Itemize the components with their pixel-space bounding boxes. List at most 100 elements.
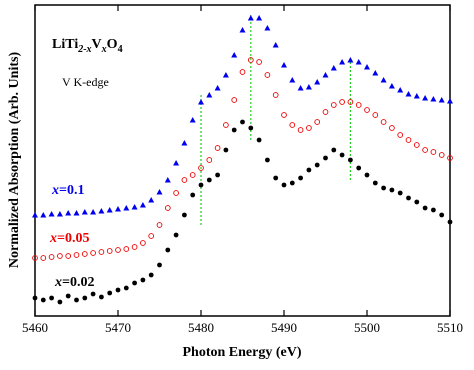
marker [348, 157, 353, 163]
marker [256, 59, 262, 65]
marker [330, 102, 337, 108]
x-tick-label: 5460 [22, 320, 48, 335]
series-label: x=0.02 [54, 275, 94, 290]
marker [281, 182, 287, 188]
marker [156, 222, 163, 228]
marker [215, 172, 221, 178]
marker [272, 42, 279, 48]
marker [156, 189, 163, 195]
formula-part: 2-x [77, 44, 91, 55]
marker [90, 291, 96, 297]
marker [198, 182, 204, 188]
marker [439, 212, 445, 218]
marker [148, 197, 155, 203]
marker [305, 84, 312, 90]
marker [355, 59, 362, 65]
marker [247, 15, 254, 21]
marker [422, 95, 429, 101]
marker [73, 252, 80, 258]
marker [123, 205, 130, 211]
formula-part: O [107, 37, 118, 52]
marker [107, 290, 113, 296]
marker [32, 295, 38, 301]
marker [405, 91, 412, 97]
marker [297, 127, 304, 133]
marker [90, 209, 97, 215]
x-tick-label: 5500 [354, 320, 380, 335]
marker [181, 177, 188, 183]
marker [98, 208, 105, 214]
marker [206, 177, 212, 183]
marker [40, 212, 47, 218]
edge-label: V K-edge [62, 75, 109, 89]
marker [231, 97, 238, 103]
marker [438, 152, 445, 158]
marker [405, 137, 412, 143]
marker [322, 109, 329, 115]
marker [339, 59, 346, 65]
marker [298, 175, 303, 181]
series-label: x=0.1 [51, 183, 84, 198]
marker [48, 254, 55, 260]
marker [40, 297, 46, 303]
marker [339, 99, 345, 105]
marker [81, 251, 88, 257]
marker [413, 142, 420, 148]
marker [380, 77, 387, 83]
marker [322, 72, 329, 78]
marker [297, 85, 304, 91]
marker [306, 125, 312, 131]
marker [239, 69, 246, 75]
marker [206, 92, 213, 98]
marker [173, 190, 179, 196]
marker [447, 155, 453, 161]
marker [323, 155, 328, 161]
marker [388, 83, 395, 89]
marker [381, 185, 386, 191]
marker [82, 295, 88, 301]
marker [422, 205, 428, 211]
marker [65, 253, 72, 259]
marker [131, 204, 138, 210]
x-tick-label: 5480 [188, 320, 214, 335]
series-label: x=0.05 [49, 231, 89, 246]
marker [289, 77, 296, 83]
formula-part: 4 [118, 44, 123, 55]
marker [57, 253, 63, 259]
x-tick-label: 5510 [437, 320, 463, 335]
marker [173, 232, 179, 238]
marker [98, 249, 105, 255]
marker [123, 285, 129, 291]
marker [81, 209, 88, 215]
marker [372, 112, 379, 118]
marker [240, 119, 245, 125]
marker [397, 87, 404, 93]
marker [314, 162, 320, 168]
marker [330, 65, 337, 71]
y-axis-label: Normalized Absorption (Arb. Units) [7, 52, 22, 269]
marker [389, 187, 395, 193]
marker [173, 160, 180, 166]
marker [256, 137, 262, 143]
marker [397, 132, 404, 138]
marker [139, 202, 146, 208]
marker [190, 192, 196, 198]
marker [281, 112, 287, 118]
marker [140, 277, 146, 283]
marker [289, 122, 296, 128]
marker [364, 64, 370, 70]
marker [372, 70, 379, 76]
marker [132, 280, 138, 286]
marker [131, 244, 138, 250]
marker [32, 255, 38, 261]
marker [206, 157, 213, 163]
marker [264, 72, 271, 78]
marker [231, 52, 238, 58]
marker [447, 98, 453, 104]
marker [380, 119, 387, 125]
formula-part: LiTi [52, 37, 78, 52]
marker [438, 97, 445, 103]
marker [406, 195, 411, 201]
formula: LiTi2-xVxO4 [52, 37, 123, 55]
marker [90, 250, 96, 256]
